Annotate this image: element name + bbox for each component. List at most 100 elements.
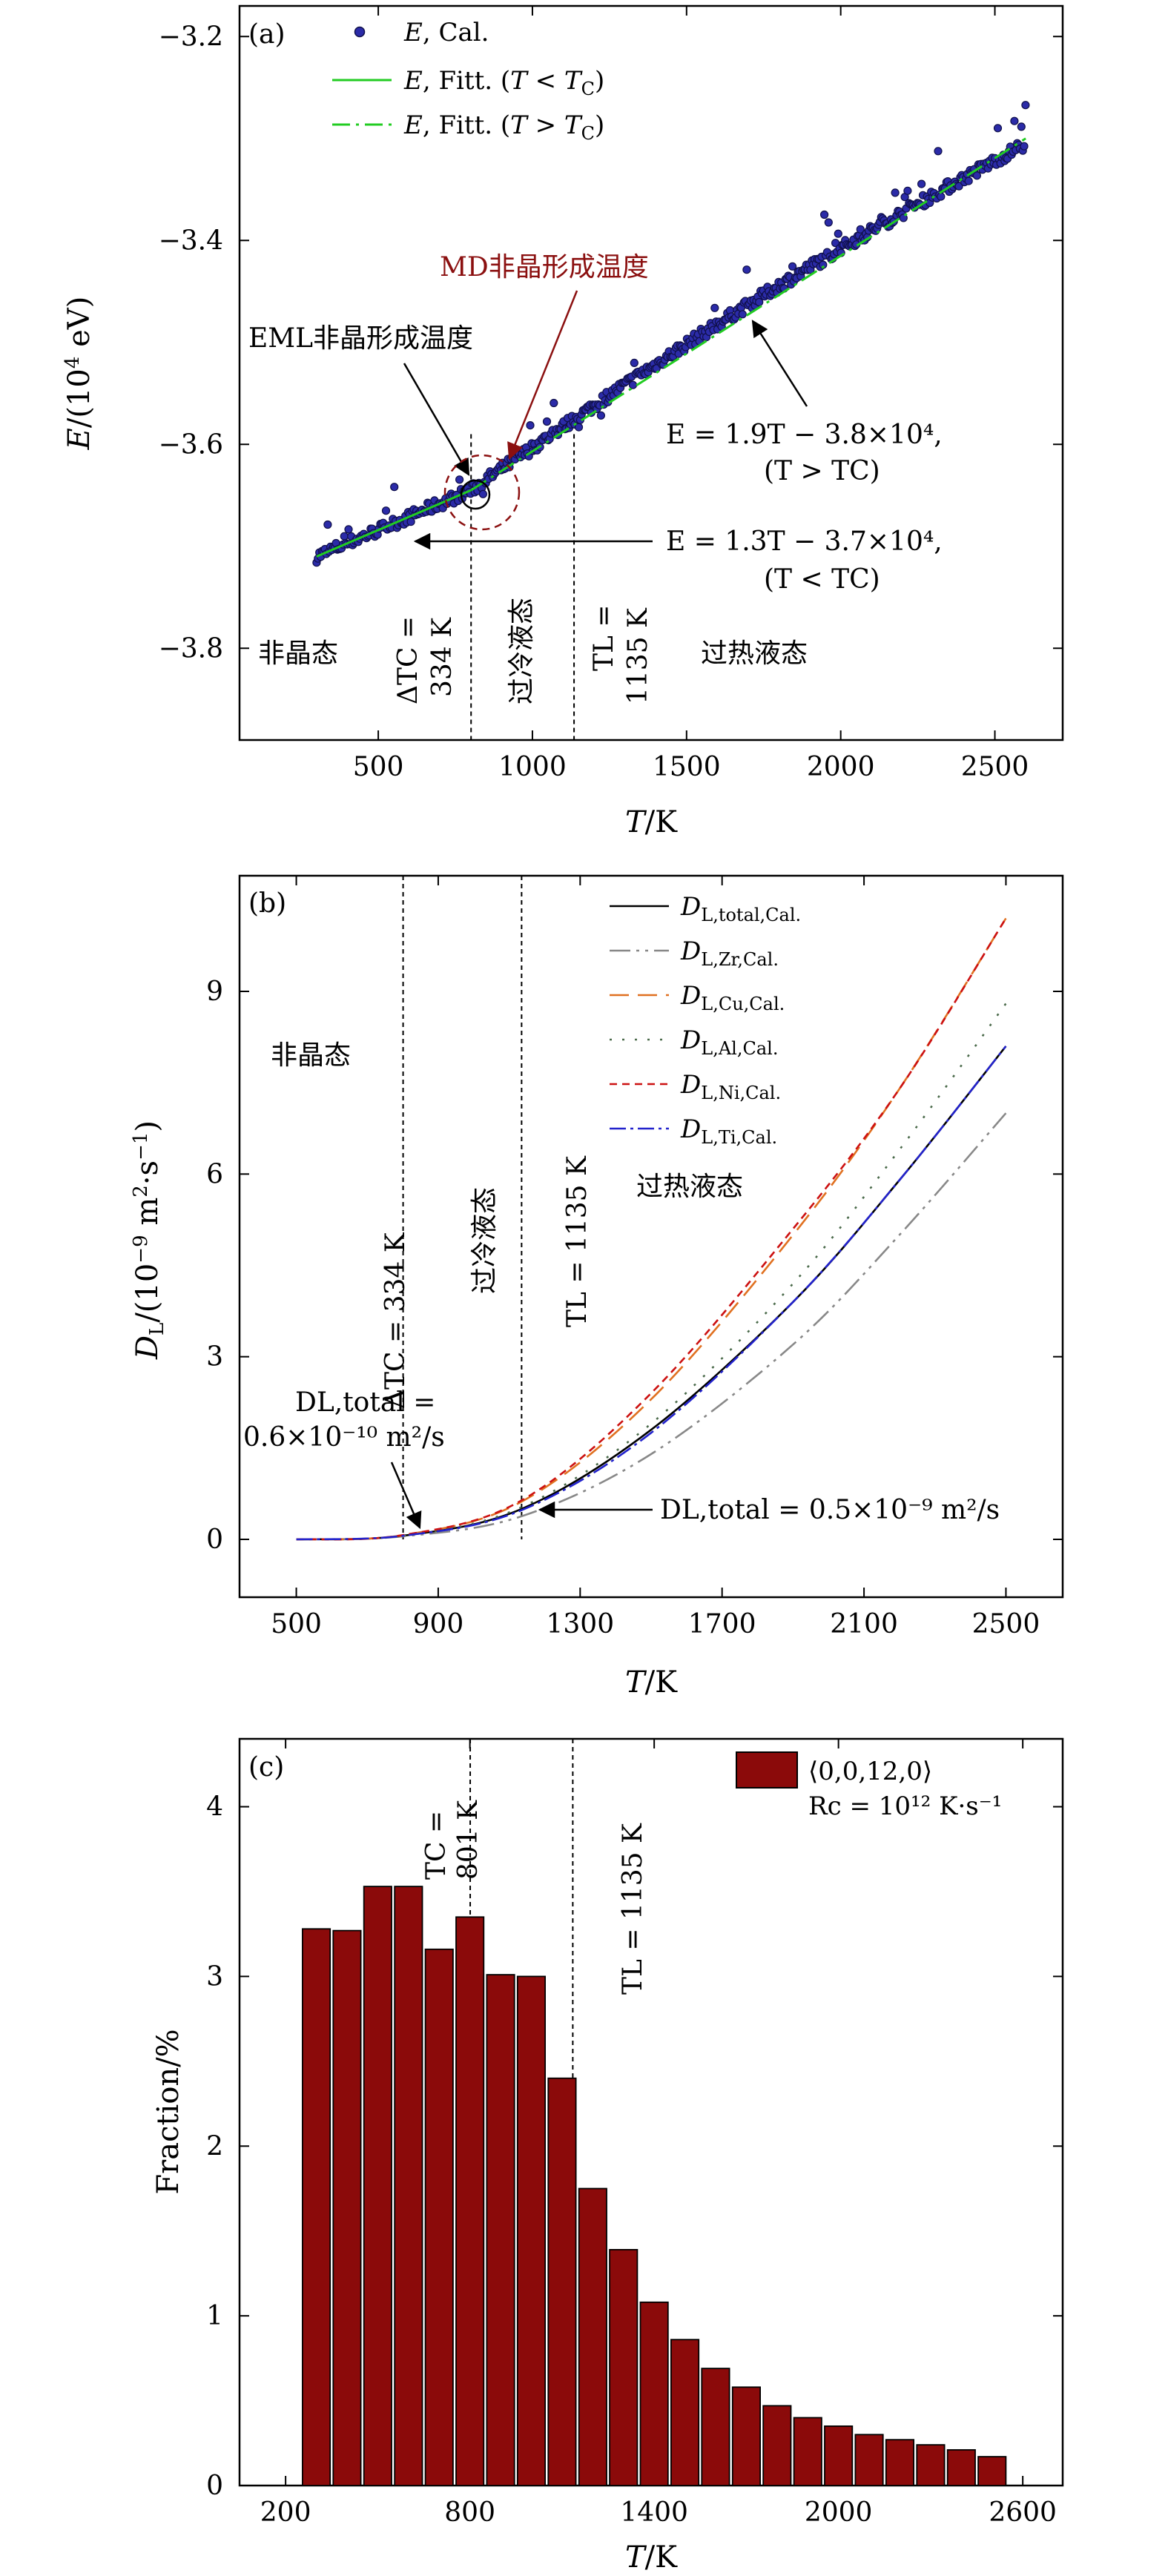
series-line: [296, 1046, 1007, 1541]
series-line: [296, 917, 1007, 1541]
legend-fit-high-label: E, Fitt. (T > TC): [403, 110, 604, 144]
fraction-bar: [946, 2448, 976, 2486]
energy-point: [964, 176, 973, 185]
y-tick-label: −3.6: [159, 429, 223, 460]
x-tick-label: 1300: [546, 1609, 614, 1639]
panel-c-legend: ⟨0,0,12,0⟩ Rc = 10¹² K·s⁻¹: [736, 1751, 1002, 1821]
legend-label: DL,Zr,Cal.: [680, 937, 779, 970]
legend-cal-label: E, Cal.: [403, 18, 489, 47]
panel-a-ylabel: E/(104 eV): [62, 297, 96, 451]
energy-point: [917, 179, 926, 188]
y-tick-label: 2: [206, 2131, 223, 2161]
energy-point: [788, 262, 797, 271]
y-tick-label: 3: [206, 1342, 223, 1373]
fit-high-arrow: [751, 320, 808, 407]
panel-b-diffusion-chart: (b) 0 3 6 9 500 900 1300 1700 2100 2500 DL/(10−9…: [130, 874, 1064, 1700]
energy-point: [819, 210, 829, 219]
panel-c-label: (c): [248, 1752, 284, 1783]
energy-point: [1020, 142, 1029, 151]
fraction-bar: [516, 1975, 546, 2486]
energy-point: [738, 310, 747, 319]
x-tick-label: 2000: [807, 752, 875, 782]
panel-c-legend-swatch: [736, 1751, 798, 1789]
d-low-arrow: [390, 1462, 422, 1530]
panel-c-tc-label: TC =: [421, 1811, 452, 1880]
energy-point: [856, 225, 865, 234]
fraction-bar: [731, 2386, 761, 2486]
energy-point: [934, 147, 943, 156]
panel-c-bars: [301, 1886, 1007, 2486]
energy-point: [819, 260, 828, 269]
x-tick-label: 500: [353, 752, 404, 782]
x-tick-label: 2000: [805, 2497, 873, 2528]
energy-point: [993, 124, 1003, 133]
panel-b-supercooled-label: 过冷液态: [469, 1187, 500, 1294]
panel-a-frame: [238, 4, 1064, 742]
energy-point: [381, 506, 391, 515]
energy-point: [1021, 101, 1030, 110]
eml-temp-annotation: EML非晶形成温度: [248, 323, 473, 354]
x-tick-label: 900: [413, 1609, 464, 1639]
fraction-bar: [424, 1948, 454, 2486]
energy-point: [954, 182, 963, 191]
fraction-bar: [885, 2439, 915, 2486]
panel-b-legend: DL,total,Cal. DL,Zr,Cal. DL,Cu,Cal. DL,Al,C…: [610, 892, 801, 1148]
y-tick-label: 0: [206, 1525, 223, 1555]
series-line: [296, 1112, 1007, 1541]
energy-point: [344, 525, 353, 534]
energy-point: [630, 358, 639, 367]
energy-point: [834, 229, 842, 238]
fraction-bar: [547, 2077, 577, 2486]
y-tick-label: 6: [206, 1159, 223, 1189]
panel-b-ylabel: DL/(10−9 m2·s−1): [130, 1120, 168, 1360]
y-tick-label: −3.8: [159, 633, 223, 664]
fraction-bar: [762, 2405, 792, 2486]
panel-b-series-lines: [296, 917, 1007, 1541]
energy-point: [1010, 116, 1019, 125]
x-tick-label: 2500: [961, 752, 1029, 782]
panel-a-x-ticks: 500 1000 1500 2000 2500: [353, 6, 1029, 782]
energy-point: [478, 489, 488, 498]
panel-a-tl-value: 1135 K: [623, 607, 653, 704]
energy-point: [455, 475, 464, 484]
legend-fit-low-label: E, Fitt. (T < TC): [403, 66, 604, 99]
panel-a-y-ticks: −3.2 −3.4 −3.6 −3.8: [159, 22, 1063, 664]
panel-a-supercooled-label: 过冷液态: [507, 598, 537, 704]
panel-c-legend-rate: Rc = 10¹² K·s⁻¹: [808, 1791, 1002, 1821]
panel-b-delta-tc-label: ΔTC = 334 K: [380, 1232, 411, 1409]
energy-point: [340, 532, 349, 541]
legend-cal-marker: [354, 26, 366, 38]
x-tick-label: 800: [444, 2497, 495, 2528]
energy-point: [755, 297, 764, 307]
fraction-bar: [793, 2417, 822, 2486]
panel-b-label: (b): [248, 888, 286, 919]
fraction-bar: [916, 2444, 946, 2486]
fraction-bar: [332, 1929, 362, 2486]
x-tick-label: 2100: [830, 1609, 898, 1639]
fit-low-condition: (T < TC): [764, 564, 880, 595]
legend-label: DL,Cu,Cal.: [680, 981, 785, 1014]
panel-c-y-ticks: 0 1 2 3 4: [206, 1792, 1063, 2501]
fraction-bar: [394, 1886, 423, 2486]
y-tick-label: 9: [206, 977, 223, 1007]
x-tick-label: 1700: [688, 1609, 756, 1639]
panel-a-delta-tc-label: ΔTC =: [393, 616, 423, 704]
fraction-bar: [639, 2301, 669, 2486]
panel-a-xlabel: T/K: [625, 805, 678, 839]
panel-c-x-ticks: 200 800 1400 2000 2600: [260, 1739, 1057, 2528]
fraction-bar: [824, 2425, 854, 2486]
panel-a-tl-label: TL =: [589, 604, 619, 671]
legend-label: DL,Ni,Cal.: [680, 1070, 781, 1103]
panel-a-label: (a): [248, 19, 286, 50]
md-circle: [443, 454, 521, 531]
series-line: [296, 1003, 1007, 1541]
fraction-bar: [363, 1886, 392, 2486]
y-tick-label: −3.4: [159, 225, 223, 256]
panel-b-superheated-label: 过热液态: [636, 1172, 743, 1202]
x-tick-label: 200: [260, 2497, 311, 2528]
fraction-bar: [486, 1974, 515, 2486]
panel-b-tl-label: TL = 1135 K: [562, 1155, 593, 1327]
fit-line: [470, 137, 1026, 492]
energy-point: [390, 483, 399, 492]
